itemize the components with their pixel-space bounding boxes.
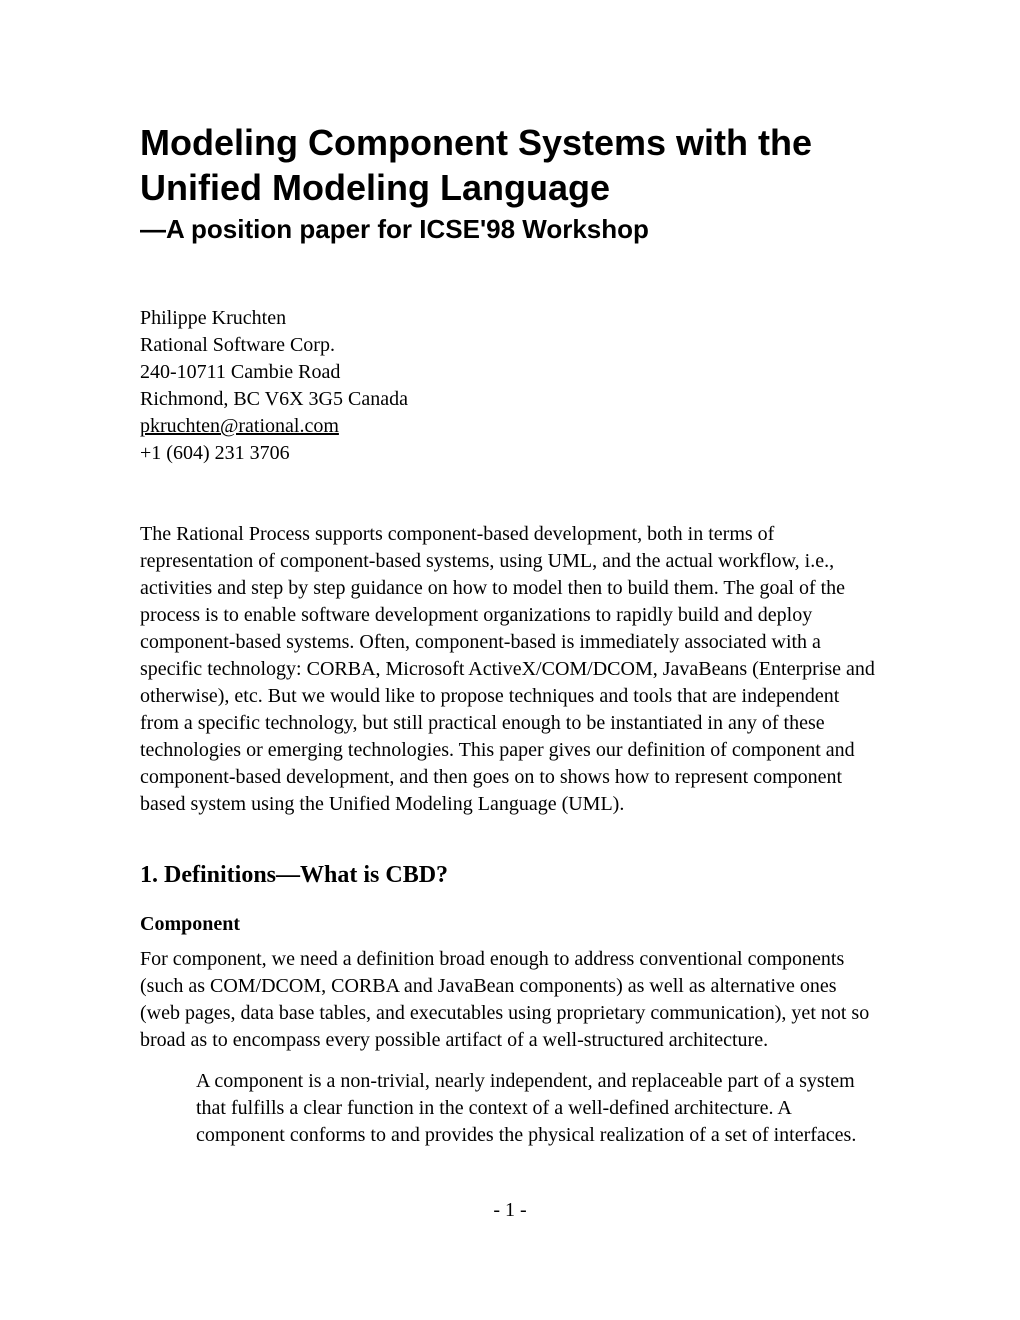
component-definition: A component is a non-trivial, nearly ind…	[196, 1068, 880, 1149]
abstract-paragraph: The Rational Process supports component-…	[140, 521, 880, 818]
component-body-text: For component, we need a definition broa…	[140, 946, 880, 1054]
author-address-line2: Richmond, BC V6X 3G5 Canada	[140, 386, 880, 413]
section-heading-definitions: 1. Definitions—What is CBD?	[140, 862, 880, 889]
document-page: Modeling Component Systems with the Unif…	[0, 0, 1020, 1282]
paper-subtitle: —A position paper for ICSE'98 Workshop	[140, 214, 880, 245]
author-phone: +1 (604) 231 3706	[140, 440, 880, 467]
author-name: Philippe Kruchten	[140, 305, 880, 332]
page-number: - 1 -	[140, 1199, 880, 1222]
author-email[interactable]: pkruchten@rational.com	[140, 415, 339, 437]
author-company: Rational Software Corp.	[140, 332, 880, 359]
author-block: Philippe Kruchten Rational Software Corp…	[140, 305, 880, 467]
paper-title: Modeling Component Systems with the Unif…	[140, 120, 880, 210]
author-address-line1: 240-10711 Cambie Road	[140, 359, 880, 386]
subheading-component: Component	[140, 913, 880, 936]
